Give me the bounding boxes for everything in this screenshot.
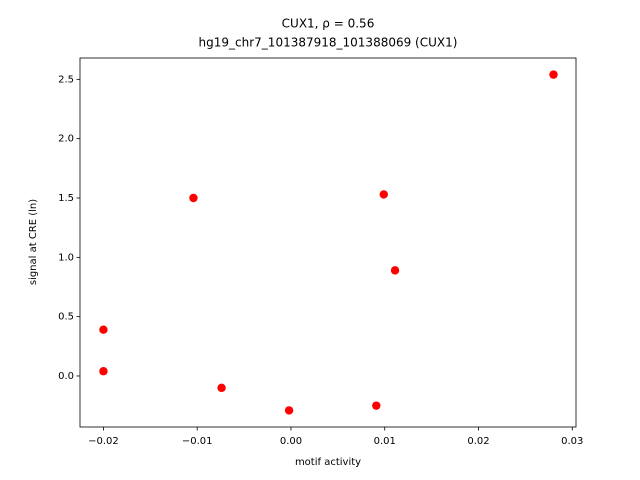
point <box>379 190 388 199</box>
chart-title: CUX1, ρ = 0.56 <box>282 17 375 31</box>
point <box>99 367 108 376</box>
y-tick-label: 2.0 <box>58 134 74 145</box>
point <box>189 193 198 203</box>
y-tick-label: 1.5 <box>58 193 74 204</box>
point <box>372 401 381 410</box>
x-tick-label: −0.01 <box>182 436 213 447</box>
y-tick-label: 0.0 <box>58 371 74 382</box>
y-tick-label: 0.5 <box>58 312 74 323</box>
point <box>217 383 226 393</box>
point <box>284 406 294 415</box>
x-axis-label: motif activity <box>295 457 361 468</box>
x-tick-label: 0.01 <box>374 436 396 447</box>
x-tick-label: 0.03 <box>561 436 583 447</box>
y-axis-label: signal at CRE (ln) <box>28 199 39 285</box>
x-tick-label: −0.02 <box>88 436 119 447</box>
point <box>549 70 558 79</box>
plot-frame <box>79 57 577 428</box>
y-tick-label: 2.5 <box>58 74 74 85</box>
point <box>390 266 400 275</box>
x-tick-label: 0.00 <box>280 436 302 447</box>
point <box>99 325 108 334</box>
chart-subtitle: hg19_chr7_101387918_101388069 (CUX1) <box>199 36 458 50</box>
x-tick-label: 0.02 <box>467 436 489 447</box>
y-tick-label: 1.0 <box>58 252 74 263</box>
